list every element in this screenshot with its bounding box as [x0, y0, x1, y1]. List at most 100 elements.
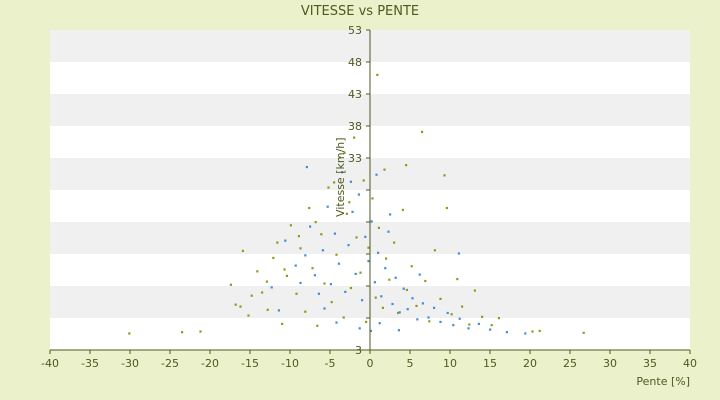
- x-tick-label: 25: [563, 357, 577, 370]
- scatter-point: [375, 173, 378, 176]
- scatter-point: [316, 324, 319, 327]
- scatter-point: [582, 331, 585, 334]
- scatter-point: [250, 294, 253, 297]
- scatter-point: [323, 282, 326, 285]
- scatter-point: [330, 301, 333, 304]
- scatter-point: [538, 329, 541, 332]
- x-tick-label: 40: [683, 357, 697, 370]
- scatter-point: [261, 291, 264, 294]
- scatter-point: [416, 318, 419, 321]
- scatter-point: [410, 265, 413, 268]
- scatter-point: [265, 280, 268, 283]
- scatter-point: [361, 299, 364, 302]
- scatter-point: [181, 331, 184, 334]
- scatter-point: [458, 317, 461, 320]
- scatter-point: [367, 260, 370, 263]
- scatter-point: [406, 308, 409, 311]
- x-tick-label: -10: [281, 357, 299, 370]
- scatter-point: [439, 297, 442, 300]
- scatter-point: [468, 323, 471, 326]
- scatter-point: [384, 267, 387, 270]
- scatter-point: [446, 311, 449, 315]
- scatter-point: [445, 206, 448, 210]
- scatter-point: [378, 322, 381, 325]
- scatter-point: [333, 181, 336, 184]
- scatter-point: [247, 314, 250, 317]
- scatter-point: [457, 252, 460, 255]
- scatter-point: [358, 327, 361, 330]
- scatter-point: [338, 156, 341, 159]
- scatter-point: [415, 304, 418, 308]
- scatter-point: [365, 320, 368, 324]
- scatter-point: [477, 322, 480, 325]
- scatter-point: [270, 286, 273, 289]
- x-tick-labels: -40 -35 -30 -25 -20 -15 -10 -5 0 5 10 15 20 25 30 35 40: [41, 350, 697, 370]
- scatter-point: [297, 235, 300, 238]
- scatter-point: [490, 324, 493, 327]
- scatter-point: [377, 251, 380, 254]
- scatter-point: [421, 130, 424, 133]
- scatter-point: [357, 193, 360, 196]
- scatter-point: [289, 224, 292, 227]
- x-tick-label: -30: [121, 357, 139, 370]
- scatter-point: [385, 257, 388, 260]
- scatter-point: [428, 320, 431, 323]
- y-tick-label: 48: [348, 56, 362, 69]
- scatter-point: [424, 279, 427, 283]
- scatter-point: [376, 73, 379, 76]
- scatter-point: [308, 206, 311, 210]
- scatter-point: [369, 329, 372, 332]
- scatter-point: [467, 327, 470, 330]
- chart-title: VITESSE vs PENTE: [301, 4, 419, 19]
- scatter-point: [362, 179, 365, 182]
- scatter-point: [481, 315, 484, 318]
- y-tick-label: 3: [355, 344, 362, 357]
- scatter-point: [443, 174, 446, 177]
- scatter-point: [452, 324, 455, 327]
- scatter-point: [311, 267, 314, 270]
- scatter-point: [276, 241, 279, 244]
- scatter-point: [388, 278, 391, 281]
- scatter-point: [374, 296, 377, 299]
- y-tick-label: 33: [348, 152, 362, 165]
- scatter-point: [433, 249, 436, 252]
- scatter-point: [241, 249, 244, 252]
- scatter-point: [421, 302, 424, 305]
- scatter-points: [128, 73, 585, 335]
- scatter-point: [383, 168, 386, 171]
- scatter-point: [427, 316, 430, 319]
- scatter-point: [439, 320, 442, 324]
- scatter-point: [405, 164, 408, 167]
- scatter-point: [348, 201, 351, 204]
- scatter-point: [299, 247, 302, 250]
- scatter-point: [343, 151, 346, 155]
- scatter-point: [354, 272, 357, 276]
- scatter-point: [450, 313, 453, 316]
- scatter-point: [272, 256, 275, 260]
- scatter-point: [355, 236, 358, 239]
- y-tick-label: 43: [348, 88, 362, 101]
- scatter-point: [497, 317, 500, 320]
- x-tick-label: -40: [41, 357, 59, 370]
- scatter-point: [389, 213, 392, 216]
- scatter-point: [341, 171, 344, 174]
- x-tick-label: 20: [523, 357, 537, 370]
- scatter-point: [381, 306, 384, 309]
- scatter-point: [387, 230, 390, 233]
- scatter-point: [323, 307, 326, 310]
- scatter-point: [367, 246, 370, 249]
- scatter-point: [337, 262, 340, 265]
- scatter-point: [364, 235, 367, 238]
- scatter-point: [370, 220, 373, 223]
- scatter-point: [371, 197, 374, 200]
- scatter-point: [391, 302, 394, 306]
- scatter-point: [327, 186, 330, 189]
- x-tick-label: -35: [81, 357, 99, 370]
- scatter-point: [321, 249, 324, 252]
- scatter-point: [456, 277, 459, 281]
- x-axis-label: Pente [%]: [636, 375, 690, 388]
- scatter-point: [473, 289, 476, 292]
